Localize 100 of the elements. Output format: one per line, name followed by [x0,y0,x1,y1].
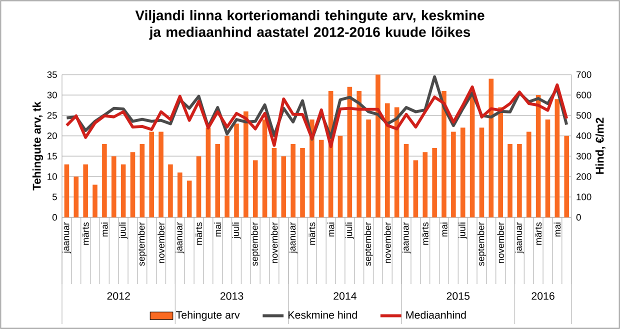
bar [554,99,560,218]
bar [206,128,211,218]
bar [168,164,173,218]
bar [281,156,286,218]
bar [215,144,220,218]
bar [178,172,182,218]
x-tick-label: juuli [232,222,241,239]
bar [508,144,512,218]
legend-label: Keskmine hind [288,310,357,319]
x-tick-label: märts [535,222,542,245]
y2-tick-label: 700 [576,71,592,78]
x-tick-label: märts [82,222,89,245]
bar [545,120,550,218]
x-tick-label: juuli [118,222,128,239]
y-axis-title: Tehingute arv, tk [32,101,44,190]
x-tick-label: juuli [458,222,468,239]
bar [252,160,258,218]
bar [404,144,409,218]
y2-tick-label: 300 [576,152,592,160]
text: 2016 [532,292,554,300]
bar [120,164,126,218]
bar [102,144,107,218]
bar [234,124,239,218]
bar [385,103,390,218]
y2-tick-label: 500 [576,112,592,119]
y-tick-label: 35 [47,71,57,78]
x-tick-label: märts [196,222,202,245]
x-tick-label: jaanuar [176,222,184,254]
bar [413,160,418,218]
y-tick-label: 20 [47,132,57,140]
text: 2014 [334,292,357,300]
bar [526,132,532,218]
x-tick-label: mai [214,222,222,236]
legend-label: Tehingute arv [176,310,240,321]
y2-tick-label: 100 [576,194,592,200]
bar [74,176,79,218]
x-tick-label: november [497,222,504,263]
bar [140,144,145,218]
y-tick-label: 30 [47,92,57,98]
x-tick-label: märts [422,222,428,245]
y-tick-label: 10 [48,173,57,180]
bar [92,184,98,218]
bar [318,140,324,218]
y-tick-label: 15 [48,152,57,160]
bar [460,128,466,218]
text: 2015 [446,292,470,300]
bar [158,132,164,218]
x-tick-label: märts [308,222,316,245]
bar [338,136,343,218]
x-tick-label: november [158,222,164,263]
bar [479,128,484,218]
bar [130,152,136,218]
x-tick-label: september [251,222,260,266]
bar [498,107,503,218]
legend-label: Mediaanhind [406,310,466,319]
x-tick-label: juuli [345,222,354,239]
y2-tick-label: 0 [576,214,581,221]
bar [64,164,70,218]
bar [290,144,296,218]
y2-tick-label: 400 [576,132,592,140]
x-tick-label: jaanuar [402,222,411,254]
bar [366,120,371,218]
text: 2013 [220,292,244,300]
bar [432,148,437,218]
y-tick-label: 0 [52,214,57,221]
bar [196,156,202,218]
bar [244,111,248,218]
bar [451,132,456,218]
x-tick-label: november [384,222,391,263]
y2-tick-label: 600 [576,92,592,98]
bar [376,74,380,218]
x-tick-label: september [477,222,486,266]
x-tick-label: mai [327,222,334,236]
x-tick-label: jaanuar [515,222,524,254]
bar [442,90,446,218]
x-tick-label: mai [440,222,448,236]
bar [224,136,230,218]
bar [149,132,154,218]
bar [186,180,192,218]
bar [272,148,277,218]
y-tick-label: 25 [47,112,57,119]
x-tick-label: mai [101,222,108,236]
x-tick-label: mai [554,222,561,236]
bar [422,152,428,218]
bar [564,136,570,218]
bar [262,120,268,218]
y2-tick-label: 200 [576,173,592,180]
bar [111,156,116,218]
x-tick-label: september [138,222,147,266]
text: 2012 [107,292,130,300]
bar [356,90,362,218]
bar [300,148,305,218]
bar [488,78,494,218]
x-tick-label: jaanuar [62,222,72,254]
x-tick-label: september [364,222,373,266]
bar [83,164,88,218]
chart-title: Viljandi linna korteriomandi tehingute arv, keskmine ja mediaanhind aastatel 2012-2016 kuude lõikes [135,10,484,40]
y2-axis-title: Hind, €/m2 [595,118,606,174]
bar [517,144,522,218]
x-tick-label: jaanuar [288,222,298,254]
